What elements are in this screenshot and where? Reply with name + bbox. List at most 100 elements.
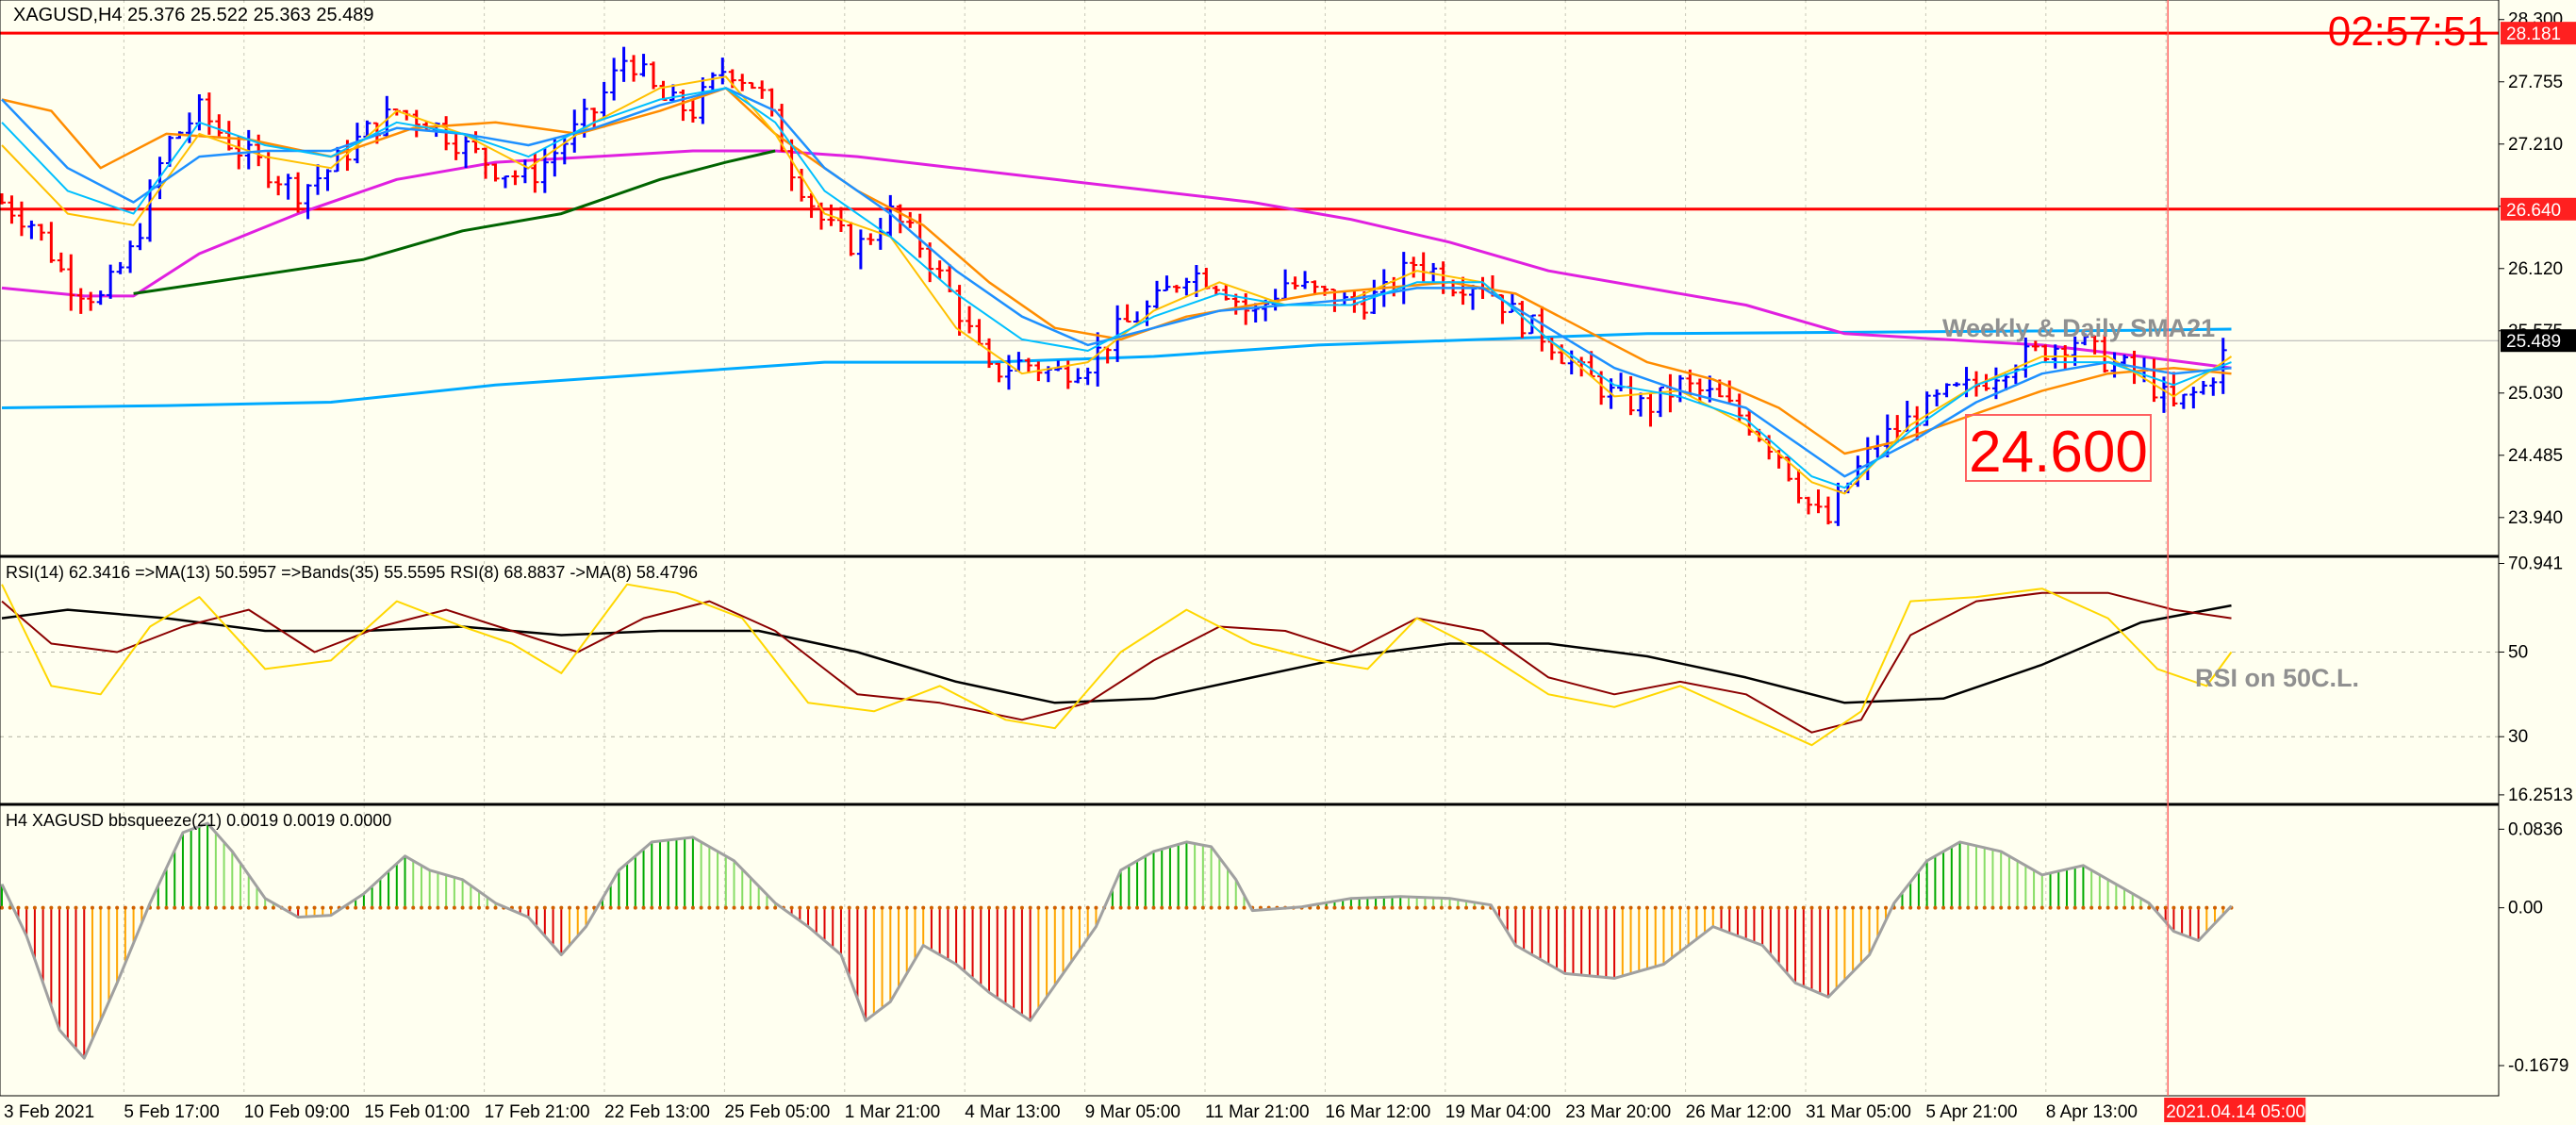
squeeze-dot: [1546, 905, 1551, 910]
squeeze-dot: [1727, 905, 1732, 910]
squeeze-dot: [575, 905, 580, 910]
squeeze-y-tick-label: 0.00: [2508, 899, 2543, 918]
squeeze-dot: [559, 905, 564, 910]
squeeze-dot: [814, 905, 818, 910]
squeeze-dot: [1061, 905, 1065, 910]
squeeze-dot: [1348, 905, 1353, 910]
x-tick-label: 5 Apr 21:00: [1925, 1102, 2017, 1122]
squeeze-dot: [995, 905, 999, 910]
squeeze-dot: [2122, 905, 2127, 910]
squeeze-dot: [979, 905, 983, 910]
x-tick-label: 9 Mar 05:00: [1085, 1102, 1181, 1122]
squeeze-dot: [1867, 905, 1872, 910]
squeeze-dot: [1447, 905, 1452, 910]
squeeze-dot: [2130, 905, 2135, 910]
squeeze-dot: [1406, 905, 1411, 910]
squeeze-dot: [518, 905, 522, 910]
squeeze-dot: [847, 905, 851, 910]
squeeze-dot: [871, 905, 876, 910]
ma-blue-line: [1, 87, 2232, 478]
squeeze-dot: [49, 905, 54, 910]
squeeze-dot: [1390, 905, 1395, 910]
squeeze-dot: [1801, 905, 1806, 910]
squeeze-dot: [1941, 905, 1946, 910]
squeeze-dot: [1924, 905, 1929, 910]
squeeze-dot: [2023, 905, 2028, 910]
squeeze-dot: [1242, 905, 1247, 910]
squeeze-dot: [321, 905, 325, 910]
rsi-y-tick-label: 30: [2508, 727, 2528, 747]
squeeze-dot: [222, 905, 226, 910]
x-tick-label: 5 Feb 17:00: [124, 1102, 219, 1122]
squeeze-dot: [568, 905, 572, 910]
level-price-label: 28.181: [2506, 25, 2561, 44]
x-tick-label: 16 Mar 12:00: [1325, 1102, 1430, 1122]
ma-cyan-line: [1, 87, 2232, 489]
squeeze-dot: [1332, 905, 1337, 910]
squeeze-dot: [25, 905, 29, 910]
price-y-tick-label: 25.030: [2508, 384, 2563, 404]
rsi-bands-line: [1, 604, 2232, 704]
squeeze-dot: [1365, 905, 1370, 910]
squeeze-dot: [1858, 905, 1863, 910]
squeeze-dot: [2138, 905, 2143, 910]
squeeze-dot: [1653, 905, 1658, 910]
squeeze-dot: [1184, 905, 1189, 910]
squeeze-dot: [1637, 905, 1642, 910]
countdown-clock: 02:57:51: [2328, 8, 2489, 55]
price-y-tick-label: 26.120: [2508, 259, 2563, 279]
squeeze-dot: [1538, 905, 1543, 910]
squeeze-dot: [1505, 905, 1510, 910]
squeeze-dot: [1990, 905, 1995, 910]
x-tick-label: 31 Mar 05:00: [1806, 1102, 1911, 1122]
squeeze-dot: [1077, 905, 1082, 910]
x-tick-label: 15 Feb 01:00: [364, 1102, 470, 1122]
squeeze-dot: [1143, 905, 1148, 910]
price-y-tick-label: 23.940: [2508, 508, 2563, 528]
squeeze-dot: [296, 905, 301, 910]
squeeze-dot: [354, 905, 358, 910]
squeeze-dot: [756, 905, 761, 910]
current-price-tag: [2501, 329, 2576, 353]
squeeze-dot: [658, 905, 662, 910]
squeeze-dot: [246, 905, 251, 910]
squeeze-dot: [1834, 905, 1839, 910]
squeeze-dot: [123, 905, 127, 910]
squeeze-dot: [683, 905, 687, 910]
level-price-tag: [2501, 197, 2576, 221]
x-tick-label: 3 Feb 2021: [4, 1102, 94, 1122]
squeeze-dot: [1933, 905, 1938, 910]
squeeze-dot: [1439, 905, 1444, 910]
squeeze-dot: [2048, 905, 2053, 910]
squeeze-dot: [0, 905, 4, 910]
squeeze-dot: [1480, 905, 1485, 910]
squeeze-dot: [1999, 905, 2004, 910]
squeeze-dot: [1949, 905, 1954, 910]
rsi-y-tick-label: 16.2513: [2508, 786, 2573, 805]
squeeze-dot: [436, 905, 440, 910]
squeeze-dot: [1085, 905, 1090, 910]
squeeze-dot: [1982, 905, 1987, 910]
squeeze-dot: [1825, 905, 1830, 910]
squeeze-dot: [2180, 905, 2185, 910]
squeeze-dot: [1316, 905, 1320, 910]
squeeze-dot: [913, 905, 917, 910]
squeeze-dot: [58, 905, 62, 910]
squeeze-dot: [2032, 905, 2037, 910]
squeeze-dot: [674, 905, 679, 910]
squeeze-dot: [806, 905, 811, 910]
squeeze-dot: [288, 905, 292, 910]
squeeze-dot: [74, 905, 78, 910]
squeeze-dot: [798, 905, 802, 910]
squeeze-dot: [2006, 905, 2011, 910]
price-panel: [0, 31, 2499, 526]
squeeze-dot: [1694, 905, 1699, 910]
squeeze-dot: [1628, 905, 1633, 910]
squeeze-dot: [1562, 905, 1567, 910]
squeeze-dot: [1003, 905, 1008, 910]
rsi-panel: [0, 583, 2499, 747]
squeeze-dot: [855, 905, 860, 910]
squeeze-dot: [551, 905, 555, 910]
squeeze-dot: [1612, 905, 1617, 910]
